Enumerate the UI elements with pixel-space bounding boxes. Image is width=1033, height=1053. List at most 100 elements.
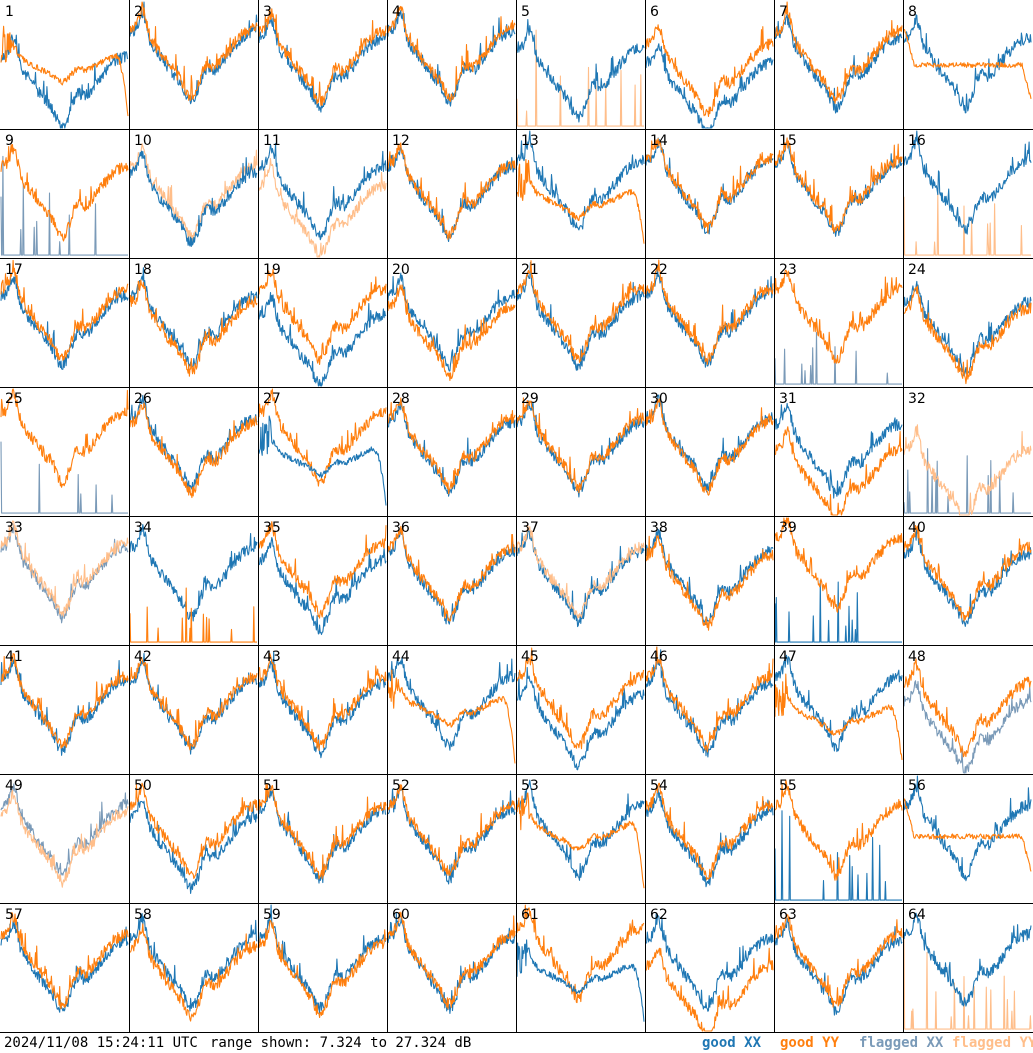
panel-21: 21 [516, 260, 645, 371]
panel-number: 36 [392, 520, 410, 536]
panel-51-yy-line [258, 783, 387, 880]
panel-31-yy-line [774, 426, 903, 516]
panel-54: 54 [645, 778, 774, 888]
panel-46-yy-line [645, 646, 774, 753]
legend-flagged-yy: flagged YY [952, 1035, 1033, 1051]
panel-52-yy-line [387, 784, 516, 877]
panel-52: 52 [387, 778, 516, 885]
panel-39-xx-line [774, 580, 902, 643]
panel-47-yy-line [774, 673, 903, 760]
panel-58: 58 [129, 907, 258, 1022]
panel-10-xx-line [129, 150, 258, 247]
panel-57-xx-line [0, 919, 129, 1013]
panel-4-yy-line [387, 5, 516, 102]
panel-45: 45 [516, 647, 645, 771]
panel-27: 27 [258, 388, 387, 506]
panel-number: 53 [521, 778, 539, 794]
panel-24: 24 [903, 262, 1032, 385]
panel-64: 64 [903, 907, 1032, 1030]
panel-number: 40 [908, 520, 926, 536]
panel-61-yy-line [516, 904, 645, 1004]
panel-9-xx-line [0, 155, 128, 256]
panel-4-xx-line [387, 9, 516, 107]
panel-6: 6 [645, 4, 774, 129]
panel-63-xx-line [774, 918, 903, 1016]
panel-53-xx-line [516, 779, 645, 881]
panel-number: 21 [521, 262, 539, 278]
panel-number: 49 [5, 778, 23, 794]
panel-45-xx-line [516, 666, 645, 771]
panel-6-yy-line [645, 24, 774, 117]
panel-16-xx-line [903, 130, 1032, 235]
panel-number: 34 [134, 520, 152, 536]
panel-25-xx-line [0, 441, 128, 514]
panel-30: 30 [645, 391, 774, 496]
panel-14: 14 [645, 133, 774, 235]
panel-49: 49 [0, 778, 129, 888]
panel-55-xx-line [774, 810, 902, 901]
panel-8-xx-line [903, 14, 1032, 114]
panel-29-xx-line [516, 400, 645, 498]
panel-56-yy-line [903, 798, 1032, 872]
panel-28-yy-line [387, 397, 516, 495]
panel-number: 24 [908, 262, 926, 278]
panel-20-yy-line [387, 284, 516, 381]
panel-35: 35 [258, 520, 387, 636]
panel-1-yy-line [0, 25, 129, 117]
panel-14-xx-line [645, 137, 774, 235]
panel-number: 1 [5, 4, 14, 20]
panel-19: 19 [258, 262, 387, 387]
panel-number: 33 [5, 520, 23, 536]
panel-23-xx-line [774, 332, 902, 385]
panel-55: 55 [774, 778, 903, 901]
panel-6-xx-line [645, 43, 774, 129]
panel-26: 26 [129, 391, 258, 499]
panel-60-yy-line [387, 911, 516, 1010]
panel-44-xx-line [387, 656, 516, 751]
panel-number: 59 [263, 907, 281, 923]
panel-11-xx-line [258, 142, 387, 241]
panel-53-yy-line [516, 792, 645, 889]
panel-number: 31 [779, 391, 797, 407]
panel-number: 56 [908, 778, 926, 794]
panel-7-yy-line [774, 1, 903, 104]
panel-number: 42 [134, 649, 152, 665]
panel-59-yy-line [258, 920, 387, 1019]
panel-60: 60 [387, 907, 516, 1014]
panel-40-yy-line [903, 524, 1032, 622]
panel-number: 57 [5, 907, 23, 923]
panel-2-yy-line [129, 1, 258, 101]
panel-48-yy-line [903, 658, 1032, 758]
legend-flagged-xx: flagged XX [859, 1035, 944, 1051]
panel-number: 23 [779, 262, 797, 278]
panel-38-yy-line [645, 535, 774, 631]
panel-37-yy-line [516, 525, 645, 619]
panel-number: 12 [392, 133, 410, 149]
panel-40: 40 [903, 520, 1032, 627]
panel-61: 61 [516, 904, 645, 1022]
panel-3-xx-line [258, 15, 387, 113]
panel-11: 11 [258, 133, 387, 258]
panel-4: 4 [387, 4, 516, 107]
panel-36: 36 [387, 520, 516, 625]
panel-24-yy-line [903, 285, 1032, 385]
panel-15-yy-line [774, 137, 903, 233]
panel-32: 32 [903, 391, 1032, 516]
panel-38: 38 [645, 520, 774, 631]
panel-53: 53 [516, 778, 645, 889]
panel-46-xx-line [645, 646, 774, 758]
panel-2: 2 [129, 1, 258, 105]
panel-number: 18 [134, 262, 152, 278]
panel-45-yy-line [516, 647, 645, 750]
panel-29-yy-line [516, 397, 645, 494]
panel-44-yy-line [387, 669, 516, 764]
panel-number: 3 [263, 4, 272, 20]
panel-number: 6 [650, 4, 659, 20]
panel-49-xx-line [0, 783, 129, 876]
panel-number: 11 [263, 133, 281, 149]
panel-62-yy-line [645, 947, 774, 1032]
panel-23: 23 [774, 262, 903, 385]
panel-64-xx-line [903, 912, 1032, 1007]
panel-20-xx-line [387, 272, 516, 372]
panel-number: 25 [5, 391, 23, 407]
